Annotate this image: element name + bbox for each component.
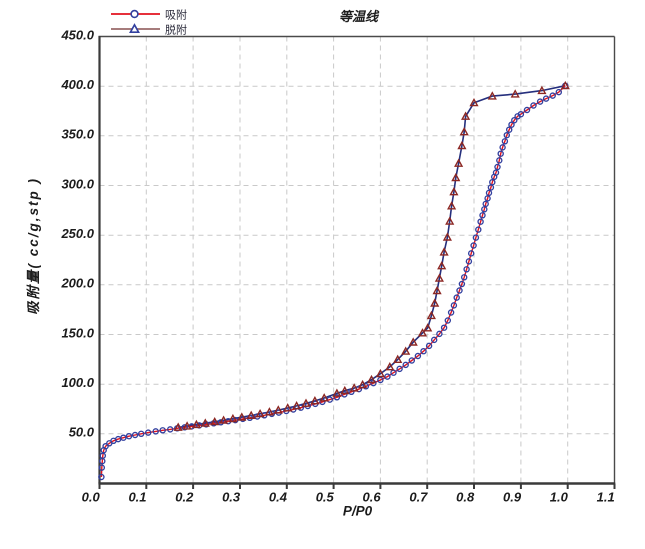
svg-text:0.3: 0.3 — [222, 490, 241, 505]
svg-text:200.0: 200.0 — [60, 276, 94, 291]
svg-text:0.9: 0.9 — [503, 490, 522, 505]
svg-text:P/P0: P/P0 — [343, 504, 373, 519]
svg-text:0.7: 0.7 — [409, 490, 428, 505]
svg-text:300.0: 300.0 — [61, 176, 94, 191]
svg-text:吸附量( cc/g,stp ): 吸附量( cc/g,stp ) — [26, 177, 41, 315]
svg-text:0.5: 0.5 — [316, 490, 335, 505]
svg-text:等温线: 等温线 — [339, 9, 380, 24]
svg-text:1.0: 1.0 — [550, 490, 569, 505]
svg-text:脱附: 脱附 — [165, 23, 187, 37]
svg-text:150.0: 150.0 — [61, 325, 94, 340]
svg-text:250.0: 250.0 — [60, 226, 94, 241]
svg-text:1.1: 1.1 — [597, 490, 615, 505]
svg-text:350.0: 350.0 — [61, 127, 94, 142]
svg-text:450.0: 450.0 — [60, 27, 94, 42]
svg-text:100.0: 100.0 — [61, 375, 94, 390]
svg-text:0.0: 0.0 — [82, 490, 101, 505]
svg-text:50.0: 50.0 — [69, 425, 95, 440]
svg-text:吸附: 吸附 — [165, 8, 187, 22]
svg-text:0.2: 0.2 — [175, 490, 194, 505]
svg-text:0.1: 0.1 — [128, 490, 146, 505]
svg-text:400.0: 400.0 — [60, 77, 94, 92]
svg-text:0.8: 0.8 — [456, 490, 475, 505]
svg-text:0.4: 0.4 — [269, 490, 288, 505]
svg-text:0.6: 0.6 — [363, 490, 382, 505]
